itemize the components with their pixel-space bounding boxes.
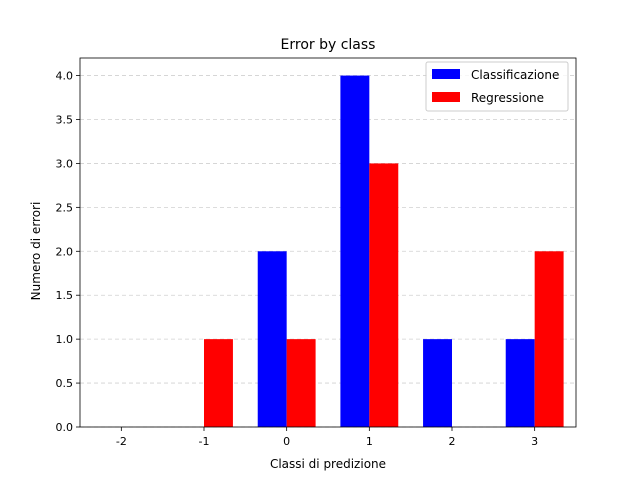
bar-regressione-1	[369, 163, 399, 427]
bar-classificazione-2	[423, 339, 452, 427]
chart-title: Error by class	[281, 37, 376, 53]
bar-classificazione-3	[505, 339, 535, 427]
legend-label-classificazione: Classificazione	[471, 68, 559, 82]
x-axis-label: Classi di predizione	[270, 457, 386, 471]
x-tick-label: 2	[449, 435, 456, 448]
y-tick-label: 2.5	[56, 201, 74, 214]
legend-swatch-classificazione	[432, 69, 460, 79]
bar-classificazione-1	[340, 75, 370, 428]
legend: Classificazione Regressione	[425, 61, 569, 112]
y-tick-label: 2.0	[56, 245, 74, 258]
y-tick-label: 3.0	[56, 157, 74, 170]
x-tick-label: -1	[199, 435, 210, 448]
y-tick-labels: 0.0 0.5 1.0 1.5 2.0 2.5 3.0 3.5 4.0	[56, 70, 80, 434]
x-tick-label: 0	[283, 435, 290, 448]
x-tick-label: 1	[366, 435, 373, 448]
legend-swatch-regressione	[432, 92, 460, 102]
x-tick-label: -2	[116, 435, 127, 448]
legend-box	[425, 61, 569, 112]
y-tick-label: 1.0	[56, 333, 74, 346]
bar-regressione--1	[204, 339, 233, 427]
plot-frame	[79, 57, 577, 428]
bar-regressione-0	[286, 339, 316, 427]
y-tick-label: 4.0	[56, 70, 74, 83]
bars	[204, 75, 564, 428]
x-tick-labels: -2 -1 0 1 2 3	[116, 427, 538, 448]
y-tick-label: 0.0	[56, 421, 74, 434]
bar-classificazione-0	[257, 251, 287, 427]
y-tick-label: 1.5	[56, 289, 74, 302]
y-tick-label: 3.5	[56, 114, 74, 127]
x-tick-label: 3	[531, 435, 538, 448]
y-axis-label: Numero di errori	[29, 202, 43, 301]
bar-regressione-3	[534, 251, 564, 427]
axes	[79, 57, 577, 428]
legend-label-regressione: Regressione	[471, 91, 544, 105]
y-tick-label: 0.5	[56, 377, 74, 390]
